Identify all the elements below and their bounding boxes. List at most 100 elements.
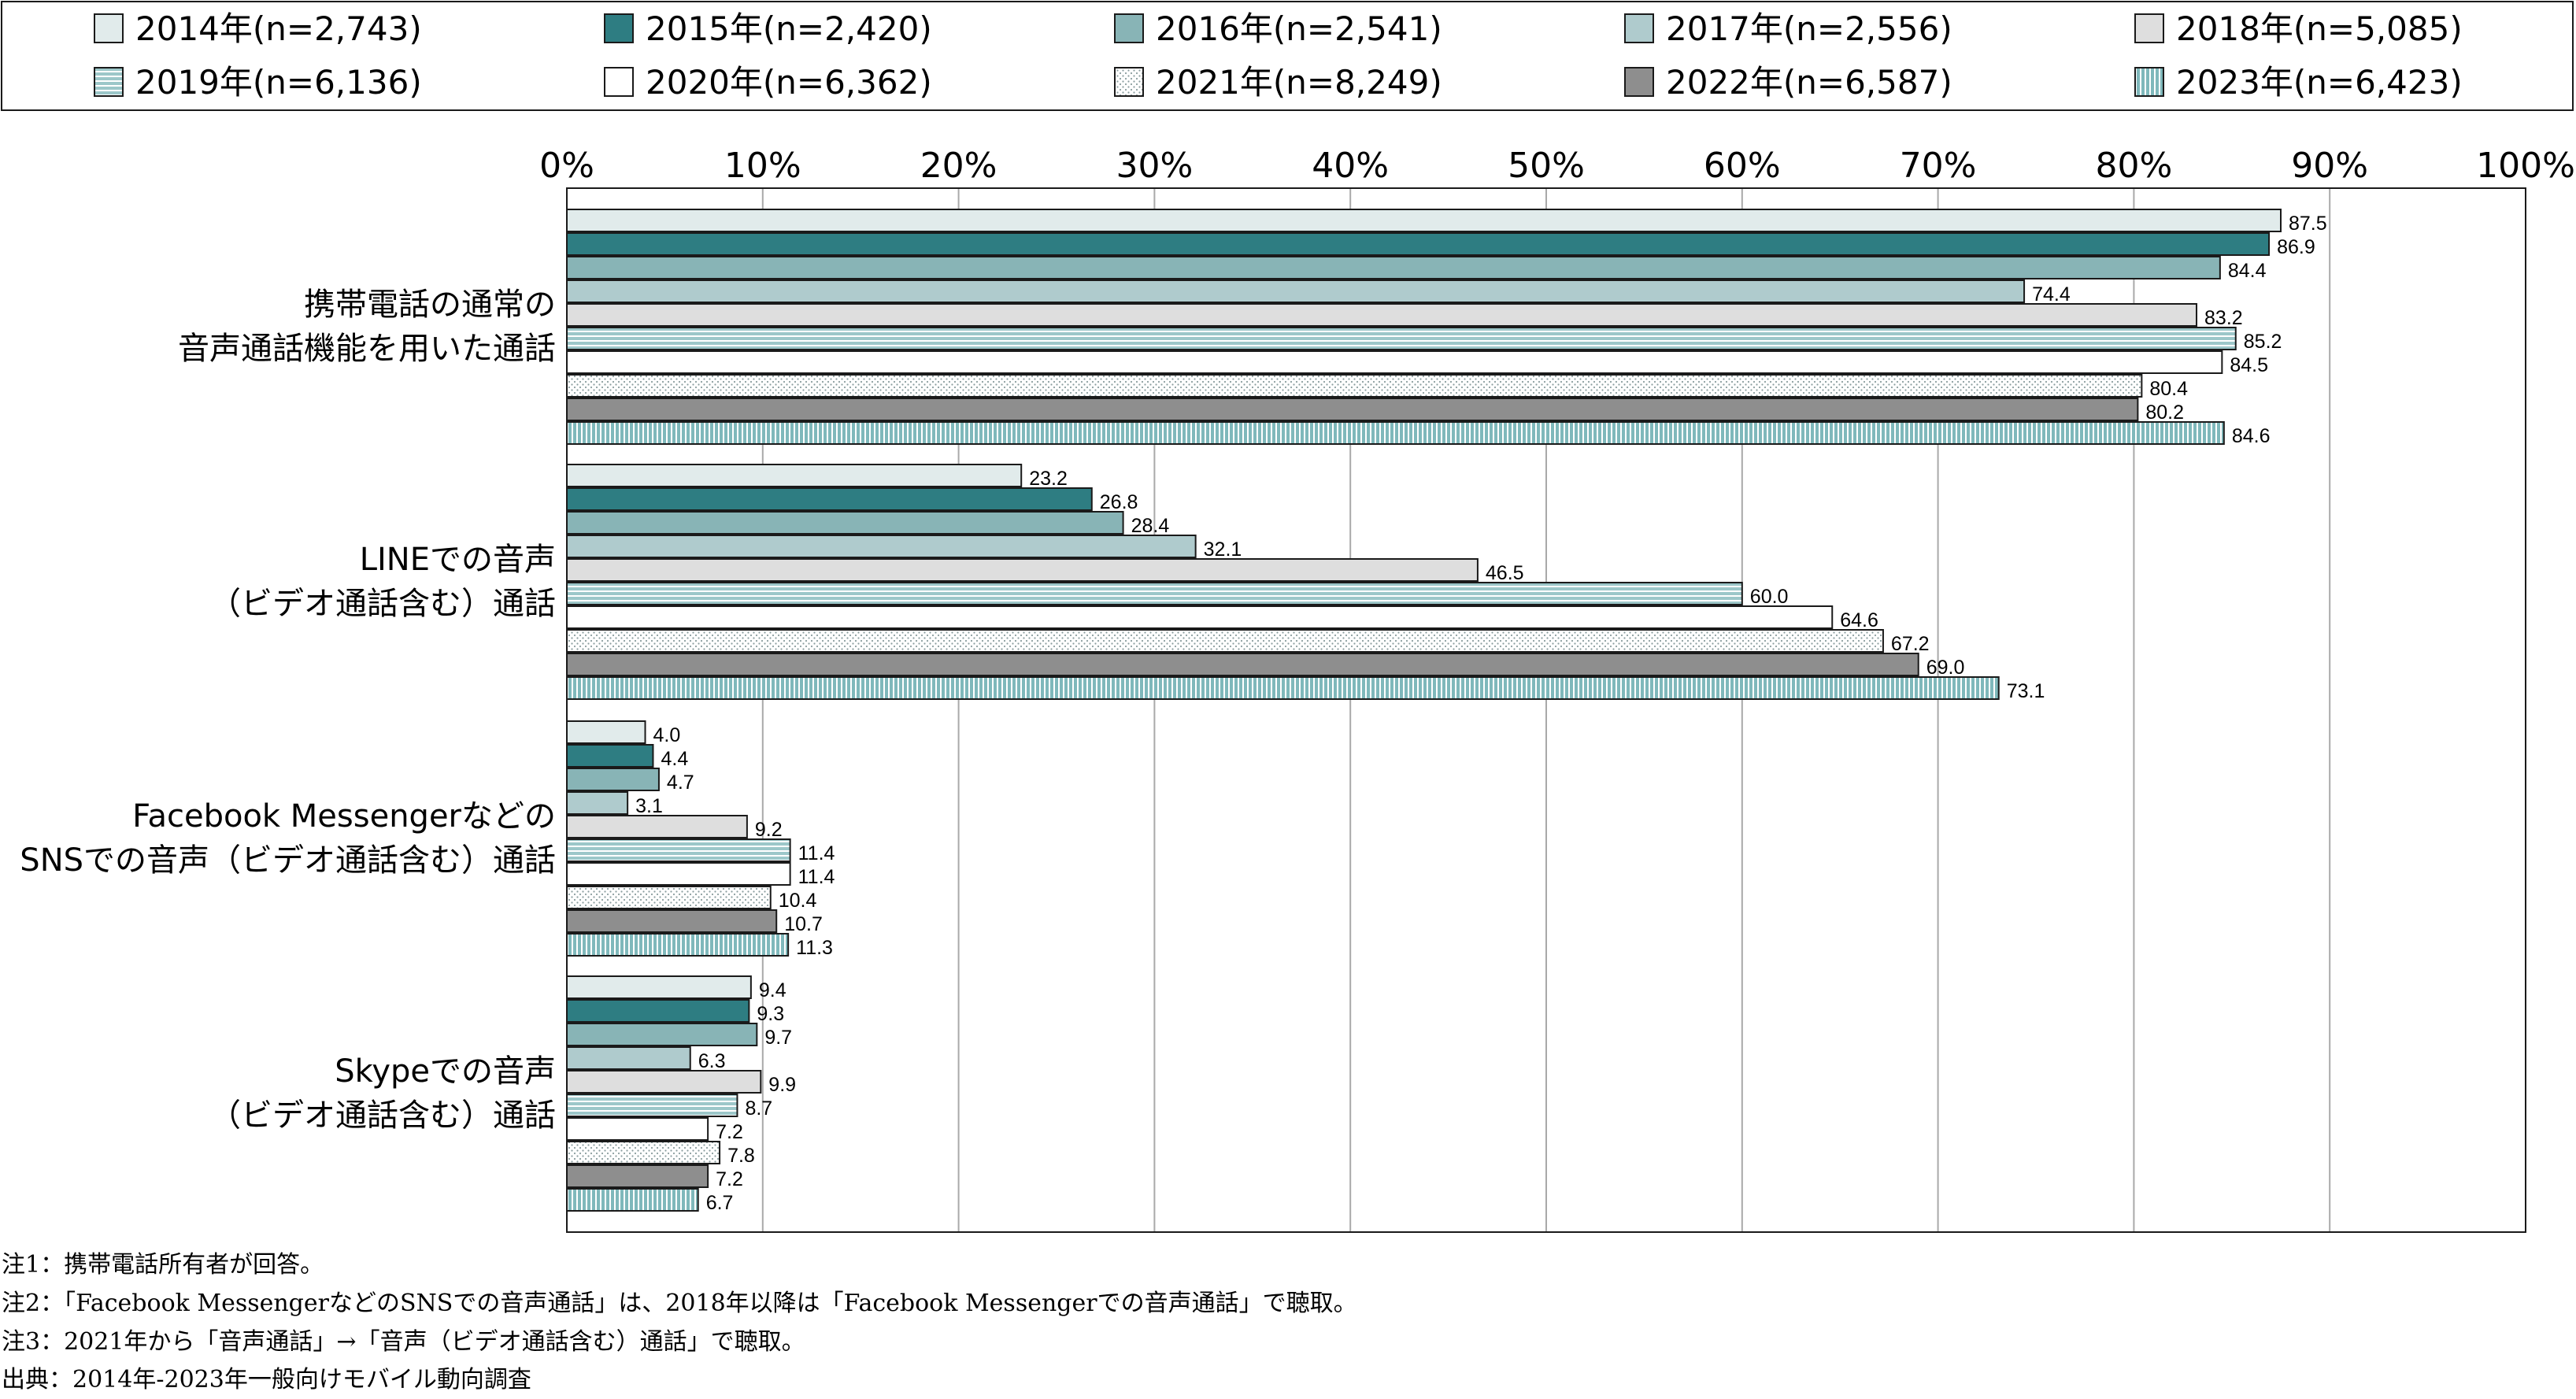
data-label: 7.2 bbox=[716, 1121, 743, 1143]
data-label: 26.8 bbox=[1100, 491, 1138, 513]
x-tick-label: 100% bbox=[2476, 146, 2575, 186]
bar bbox=[566, 232, 2271, 256]
bar bbox=[566, 511, 1124, 535]
data-label: 7.2 bbox=[716, 1168, 743, 1190]
bar bbox=[566, 1141, 721, 1164]
bar bbox=[566, 464, 1023, 487]
legend-label: 2017年(n=2,556) bbox=[1666, 9, 1952, 48]
data-label: 9.9 bbox=[768, 1074, 796, 1096]
legend-swatch bbox=[604, 13, 634, 43]
data-label: 10.7 bbox=[784, 913, 823, 935]
data-label: 9.7 bbox=[764, 1027, 792, 1049]
x-tick-label: 20% bbox=[920, 146, 997, 186]
legend-label: 2021年(n=8,249) bbox=[1156, 63, 1442, 102]
category-label: Skypeでの音声 bbox=[335, 1053, 556, 1090]
data-label: 4.0 bbox=[653, 724, 681, 746]
data-label: 64.6 bbox=[1840, 609, 1878, 631]
bar bbox=[566, 209, 2282, 232]
legend-swatch bbox=[1624, 13, 1654, 43]
category-label: Facebook Messengerなどの bbox=[132, 798, 556, 835]
bar bbox=[566, 886, 772, 909]
data-label: 69.0 bbox=[1926, 657, 1965, 679]
data-label: 11.3 bbox=[796, 937, 833, 959]
legend-swatch bbox=[94, 67, 124, 97]
data-label: 4.4 bbox=[661, 748, 688, 770]
plot-frame bbox=[566, 187, 2526, 1233]
x-tick-label: 70% bbox=[1900, 146, 1977, 186]
data-label: 86.9 bbox=[2277, 236, 2315, 258]
x-tick-label: 40% bbox=[1312, 146, 1389, 186]
x-tick-label: 50% bbox=[1508, 146, 1585, 186]
data-label: 74.4 bbox=[2032, 283, 2071, 305]
data-label: 10.4 bbox=[779, 890, 817, 912]
footnote: 注1：携帯電話所有者が回答。 bbox=[2, 1251, 324, 1279]
data-label: 84.6 bbox=[2232, 425, 2271, 447]
bar bbox=[566, 1117, 709, 1141]
bar bbox=[566, 838, 791, 862]
bar bbox=[566, 605, 1834, 629]
bar bbox=[566, 1046, 691, 1070]
bar bbox=[566, 558, 1479, 582]
bar bbox=[566, 653, 1919, 676]
legend-label: 2020年(n=6,362) bbox=[646, 63, 932, 102]
legend-swatch bbox=[2134, 13, 2164, 43]
data-label: 84.5 bbox=[2230, 354, 2268, 376]
bar bbox=[566, 1023, 758, 1046]
category-label: SNSでの音声（ビデオ通話含む）通話 bbox=[20, 842, 556, 879]
data-label: 46.5 bbox=[1486, 562, 1524, 584]
bar bbox=[566, 350, 2223, 374]
data-label: 7.8 bbox=[727, 1145, 755, 1167]
legend-label: 2023年(n=6,423) bbox=[2176, 63, 2463, 102]
bar bbox=[566, 279, 2026, 303]
bar bbox=[566, 398, 2139, 421]
data-label: 87.5 bbox=[2289, 213, 2327, 235]
notes: 注1：携帯電話所有者が回答。注2：「Facebook MessengerなどのS… bbox=[2, 1251, 1357, 1393]
x-tick-label: 90% bbox=[2291, 146, 2368, 186]
bar bbox=[566, 535, 1197, 558]
bar bbox=[566, 720, 646, 744]
bar bbox=[566, 1070, 762, 1094]
bar bbox=[566, 303, 2198, 327]
plot-area: 0% 10% 20% 30% 40% 50% 60% 70% 80% 90% 100% 87.586.… bbox=[20, 146, 2575, 1233]
data-label: 6.3 bbox=[698, 1050, 726, 1072]
data-label: 23.2 bbox=[1029, 468, 1068, 490]
data-label: 80.4 bbox=[2149, 378, 2188, 400]
legend-swatch bbox=[2134, 67, 2164, 97]
legend-label: 2018年(n=5,085) bbox=[2176, 9, 2463, 48]
bar bbox=[566, 327, 2237, 350]
legend-label: 2014年(n=2,743) bbox=[135, 9, 422, 48]
bar bbox=[566, 744, 654, 768]
category-label: 携帯電話の通常の bbox=[304, 287, 556, 323]
bar bbox=[566, 768, 660, 791]
data-label: 60.0 bbox=[1750, 586, 1789, 608]
legend-label: 2016年(n=2,541) bbox=[1156, 9, 1442, 48]
data-label: 73.1 bbox=[2007, 680, 2045, 702]
legend-label: 2019年(n=6,136) bbox=[135, 63, 422, 102]
legend-swatch bbox=[1114, 67, 1144, 97]
data-label: 4.7 bbox=[667, 772, 694, 794]
legend-swatch bbox=[604, 67, 634, 97]
data-label: 11.4 bbox=[798, 842, 835, 864]
data-label: 67.2 bbox=[1891, 633, 1930, 655]
data-label: 6.7 bbox=[706, 1192, 734, 1214]
legend-swatch bbox=[1624, 67, 1654, 97]
category-label: 音声通話機能を用いた通話 bbox=[178, 331, 556, 367]
bar bbox=[566, 1188, 699, 1212]
data-label: 11.4 bbox=[798, 866, 835, 888]
bar bbox=[566, 791, 629, 815]
data-label: 85.2 bbox=[2244, 331, 2282, 353]
data-label: 28.4 bbox=[1131, 515, 1170, 537]
bar bbox=[566, 629, 1884, 653]
bar bbox=[566, 862, 791, 886]
data-label: 8.7 bbox=[745, 1097, 772, 1120]
data-label: 83.2 bbox=[2204, 307, 2243, 329]
bar bbox=[566, 256, 2221, 279]
x-tick-label: 10% bbox=[724, 146, 801, 186]
bar bbox=[566, 676, 2000, 700]
legend: 2014年(n=2,743) 2015年(n=2,420) 2016年(n=2,54… bbox=[1, 1, 2574, 111]
data-label: 80.2 bbox=[2145, 402, 2184, 424]
legend-label: 2022年(n=6,587) bbox=[1666, 63, 1952, 102]
bar bbox=[566, 374, 2143, 398]
bar bbox=[566, 582, 1743, 605]
